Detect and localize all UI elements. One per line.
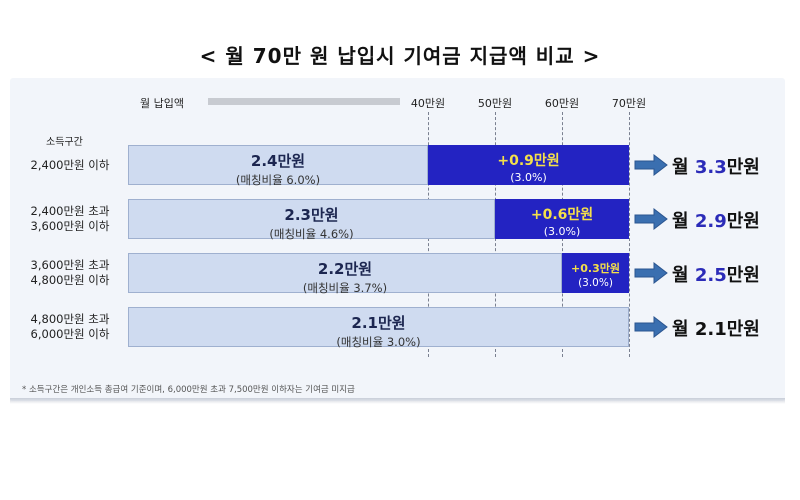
base-value-label: 2.1만원	[351, 314, 406, 332]
base-contribution-bar: 2.2만원 (매칭비율 3.7%)	[128, 253, 562, 295]
result-arrow-icon	[634, 154, 668, 176]
axis-tick-label: 60만원	[544, 97, 580, 110]
result-arrow-icon	[634, 316, 668, 338]
result-value: 2.5	[694, 265, 727, 286]
matching-rate-label: (매칭비율 4.6%)	[269, 227, 354, 241]
base-value-label: 2.3만원	[284, 206, 339, 224]
monthly-total-label: 월 3.3만원	[672, 153, 760, 179]
axis-tick-label: 50만원	[477, 97, 513, 110]
additional-rate-label: (3.0%)	[510, 171, 547, 184]
chart-title: < 월 70만 원 납입시 기여금 지급액 비교 >	[199, 44, 601, 68]
footnote: * 소득구간은 개인소득 총급여 기준이며, 6,000만원 초과 7,500만…	[22, 385, 355, 395]
result-arrow-icon	[634, 262, 668, 284]
income-bracket-label: 2,400만원 이하	[10, 158, 130, 173]
monthly-total-label: 월 2.5만원	[672, 261, 760, 287]
result-arrow-icon	[634, 208, 668, 230]
additional-value-label: +0.6만원	[530, 207, 594, 223]
base-value-label: 2.2만원	[317, 260, 373, 278]
result-suffix: 만원	[726, 265, 760, 286]
axis-tick-label: 70만원	[611, 97, 647, 110]
income-bracket-label: 2,400만원 초과 3,600만원 이하	[10, 204, 130, 234]
income-bracket-line: 4,800만원 이하	[30, 273, 110, 287]
result-suffix: 월 2.1만원	[672, 319, 760, 340]
monthly-total-label: 월 2.1만원	[672, 315, 760, 341]
result-prefix: 월	[672, 211, 695, 232]
income-bracket-line: 3,600만원 초과	[30, 258, 110, 272]
matching-rate-label: (매칭비율 3.0%)	[336, 335, 421, 349]
result-value: 3.3	[694, 157, 727, 178]
result-suffix: 만원	[726, 211, 760, 232]
additional-value-label: +0.3만원	[571, 262, 620, 275]
result-suffix: 만원	[726, 157, 760, 178]
matching-rate-label: (매칭비율 3.7%)	[302, 281, 388, 295]
additional-contribution-bar: +0.9만원 (3.0%)	[428, 145, 629, 185]
income-bracket-line: 2,400만원 초과	[30, 204, 110, 218]
income-bracket-label: 3,600만원 초과 4,800만원 이하	[10, 258, 130, 288]
result-prefix: 월	[672, 265, 695, 286]
income-bracket-header: 소득구간	[46, 137, 83, 148]
matching-rate-label: (매칭비율 6.0%)	[235, 173, 321, 187]
chart-panel	[10, 78, 785, 401]
monthly-payment-label: 월 납입액	[140, 97, 184, 110]
income-bracket-line: 3,600만원 이하	[30, 219, 110, 233]
income-bracket-line: 6,000만원 이하	[30, 327, 110, 341]
additional-rate-label: (3.0%)	[543, 225, 581, 238]
income-bracket-label: 4,800만원 초과 6,000만원 이하	[10, 312, 130, 342]
axis-tick-label: 40만원	[410, 97, 446, 110]
base-contribution-bar: 2.3만원 (매칭비율 4.6%)	[128, 199, 495, 241]
income-bracket-line: 4,800만원 초과	[30, 312, 110, 326]
base-contribution-bar: 2.1만원 (매칭비율 3.0%)	[128, 307, 629, 349]
income-bracket-line: 2,400만원 이하	[30, 157, 110, 172]
additional-rate-label: (3.0%)	[578, 277, 613, 289]
monthly-total-label: 월 2.9만원	[672, 207, 760, 233]
panel-shadow	[10, 398, 785, 404]
gridline	[629, 112, 630, 357]
additional-contribution-bar: +0.3만원 (3.0%)	[562, 253, 629, 293]
result-value: 2.9	[694, 211, 727, 232]
additional-contribution-bar: +0.6만원 (3.0%)	[495, 199, 629, 239]
monthly-payment-bar	[208, 98, 400, 105]
result-prefix: 월	[672, 157, 695, 178]
base-contribution-bar: 2.4만원 (매칭비율 6.0%)	[128, 145, 428, 187]
additional-value-label: +0.9만원	[497, 153, 560, 169]
base-value-label: 2.4만원	[250, 152, 306, 170]
